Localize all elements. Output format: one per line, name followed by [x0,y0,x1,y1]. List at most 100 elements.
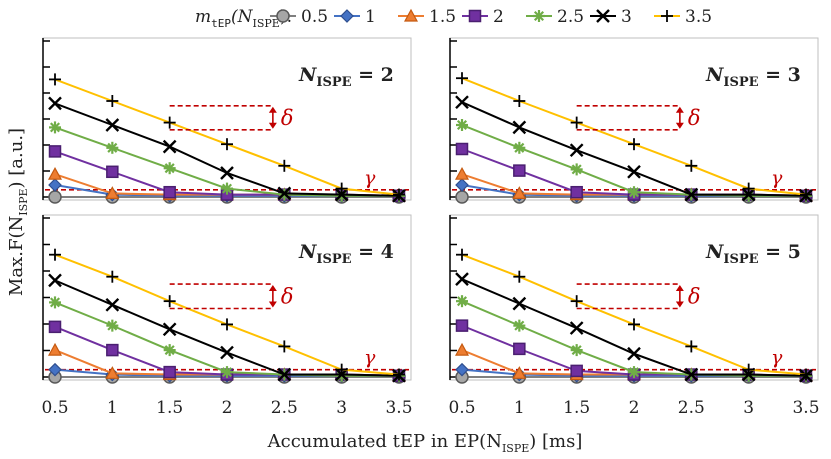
data-point [454,166,470,180]
data-point [628,366,640,379]
legend-label: 3.5 [685,7,712,27]
data-point [106,319,119,332]
legend-label: 2 [493,7,504,27]
x-tick-label: 1 [107,398,118,418]
x-tick-label: 2 [629,398,640,418]
data-point [162,322,177,337]
data-point [105,186,120,199]
data-point [335,363,348,376]
legend-label: 1 [365,7,376,27]
x-tick-label: 0.5 [448,398,475,418]
legend-item: 2.5 [526,7,584,27]
data-point [106,141,119,154]
data-point [106,165,119,179]
data-point [106,270,119,283]
data-point [570,116,583,129]
panel-label: NISPE = 2 [298,64,394,90]
panel-label: NISPE = 4 [298,241,394,267]
data-point [627,164,641,179]
series-line [461,124,806,197]
legend-marker [403,8,419,22]
data-point [628,138,640,151]
x-tick-label: 0.5 [41,398,68,418]
y-axis-title-main: Max.F(N [6,216,27,296]
panel-label-main: N [298,64,317,86]
data-point [684,367,699,382]
data-point [221,182,233,195]
gamma-label: γ [364,347,376,369]
x-tick-label: 1.5 [563,398,590,418]
panel-label-main: N [705,64,724,86]
legend-label: 3 [621,7,632,27]
data-point [220,345,234,360]
legend-title-main: m [195,7,211,27]
data-point [455,95,469,110]
data-point [49,296,61,309]
gamma-label: γ [364,167,376,189]
panel-label-value: = 5 [759,241,801,263]
data-point [455,190,469,204]
data-point [570,185,583,199]
series-line [461,77,807,196]
data-point [685,340,698,353]
series-3.5 [456,248,812,381]
legend-item: 3 [590,7,632,27]
data-point [513,319,526,332]
data-point [456,248,468,261]
data-point [220,166,234,180]
x-tick-label: 3.5 [792,398,819,418]
delta-label: δ [281,106,294,130]
data-point [105,118,120,132]
data-point [513,270,526,283]
x-tick-label: 3 [743,398,754,418]
x-axis-title-tail: ) [ms] [529,431,582,452]
data-point [221,318,233,331]
data-point [278,340,291,353]
series-line [54,301,399,377]
data-point [512,186,527,199]
data-point [455,272,469,287]
panel-label-sub: ISPE [723,75,758,90]
x-tick-label: 3 [336,398,347,418]
legend-label: 2.5 [557,7,584,27]
x-tick-label: 2.5 [271,398,298,418]
panel-label-value: = 2 [352,64,394,86]
gamma-label: γ [771,347,783,369]
legend-item: 3.5 [654,7,712,27]
legend-title-sub: tEP [211,17,231,30]
data-point [163,116,176,129]
legend-item: 0.5 [270,7,328,27]
data-point [48,190,62,204]
data-point [49,121,61,134]
panel-label-sub: ISPE [316,252,351,267]
legend-items: 0.5 1 1.5 2 2.5 3 3.5 [270,7,712,27]
legend-title-paren-sub: ISPE [253,17,280,30]
legend-label: 1.5 [429,7,456,27]
delta-annotation: δ [576,105,701,131]
y-axis-title: Max.F(NISPE) [a.u.] [6,128,30,296]
data-point [163,365,176,379]
panel-frame [449,37,819,201]
data-point [162,139,177,154]
x-tick-label: 2.5 [678,398,705,418]
y-axis-title-sub: ISPE [17,188,30,215]
delta-annotation: δ [169,105,294,131]
series-3.5 [49,248,405,381]
data-point [513,342,526,356]
data-point [106,343,119,357]
delta-label: δ [688,106,701,130]
x-axis-title-main: Accumulated tEP in EP(N [267,431,502,452]
data-point [105,297,120,312]
series-3.5 [49,73,405,201]
x-axis-title-sub: ISPE [502,442,529,455]
data-point [569,143,584,158]
data-point [684,187,699,202]
legend-title: mtEP(NISPE): [195,7,292,30]
series-line [461,300,806,377]
data-point [106,95,119,107]
data-point [335,182,348,195]
panel-label-main: N [705,241,724,263]
series-line [54,253,400,376]
x-tick-label: 3.5 [385,398,412,418]
y-axis-title-tail: ) [a.u.] [6,128,27,189]
